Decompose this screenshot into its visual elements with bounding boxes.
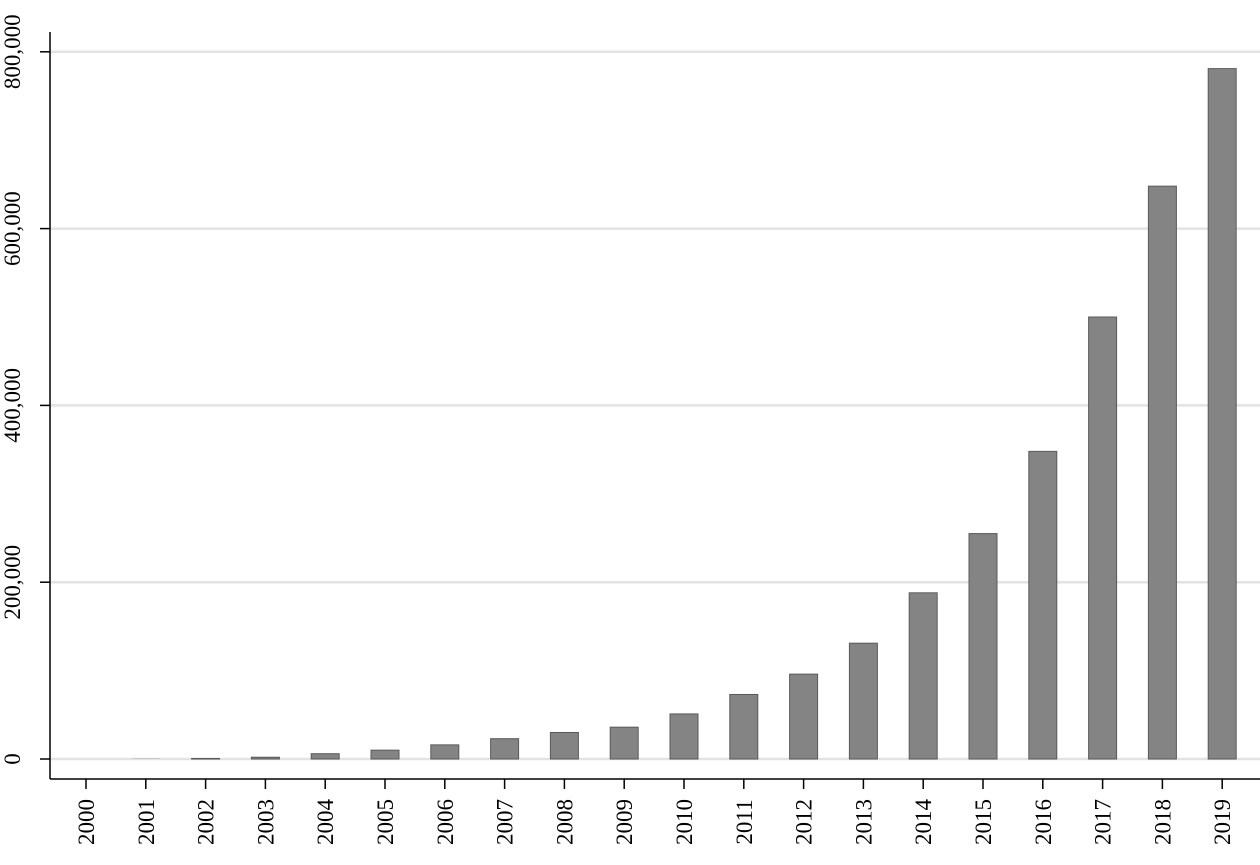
bar-2007 [491,739,519,759]
bar-2013 [849,643,877,759]
bar-2004 [311,754,339,759]
y-tick-label: 800,000 [0,14,25,89]
x-tick-label: 2015 [971,799,996,845]
bar-2017 [1089,317,1117,759]
bar-2018 [1148,186,1176,759]
bar-2011 [730,694,758,759]
bar-2006 [431,745,459,759]
x-tick-label: 2014 [911,799,936,846]
x-tick-label: 2011 [732,799,757,844]
x-tick-label: 2012 [792,799,817,845]
x-tick-label: 2000 [74,799,99,845]
bar-2005 [371,750,399,759]
bar-2016 [1029,451,1057,759]
bar-2009 [610,727,638,759]
x-tick-label: 2006 [433,799,458,845]
bar-2008 [550,732,578,759]
grid-lines [50,52,1260,759]
bar-2002 [192,758,220,759]
x-tick-label: 2004 [313,799,338,846]
x-tick-label: 2010 [672,799,697,845]
x-tick-label: 2007 [493,799,518,845]
bar-2012 [790,674,818,759]
x-tick-label: 2018 [1150,799,1175,845]
bar-2010 [670,714,698,759]
x-tick-label: 2002 [194,799,219,845]
x-tick-label: 2008 [552,799,577,845]
axes [40,32,1260,789]
y-tick-label: 400,000 [0,368,25,443]
y-tick-label: 200,000 [0,545,25,620]
bar-2014 [909,593,937,759]
x-tick-label: 2003 [253,799,278,845]
x-tick-label: 2009 [612,799,637,845]
x-tick-label: 2005 [373,799,398,845]
x-tick-label: 2016 [1031,799,1056,845]
x-tick-label: 2017 [1091,799,1116,845]
bar-2019 [1208,69,1236,759]
x-tick-label: 2001 [134,799,159,845]
bars [132,69,1236,759]
x-tick-label: 2019 [1210,799,1235,845]
y-tick-label: 600,000 [0,191,25,266]
y-tick-label: 0 [0,753,25,765]
bar-2003 [251,757,279,759]
x-tick-label: 2013 [851,799,876,845]
bar-2015 [969,534,997,759]
